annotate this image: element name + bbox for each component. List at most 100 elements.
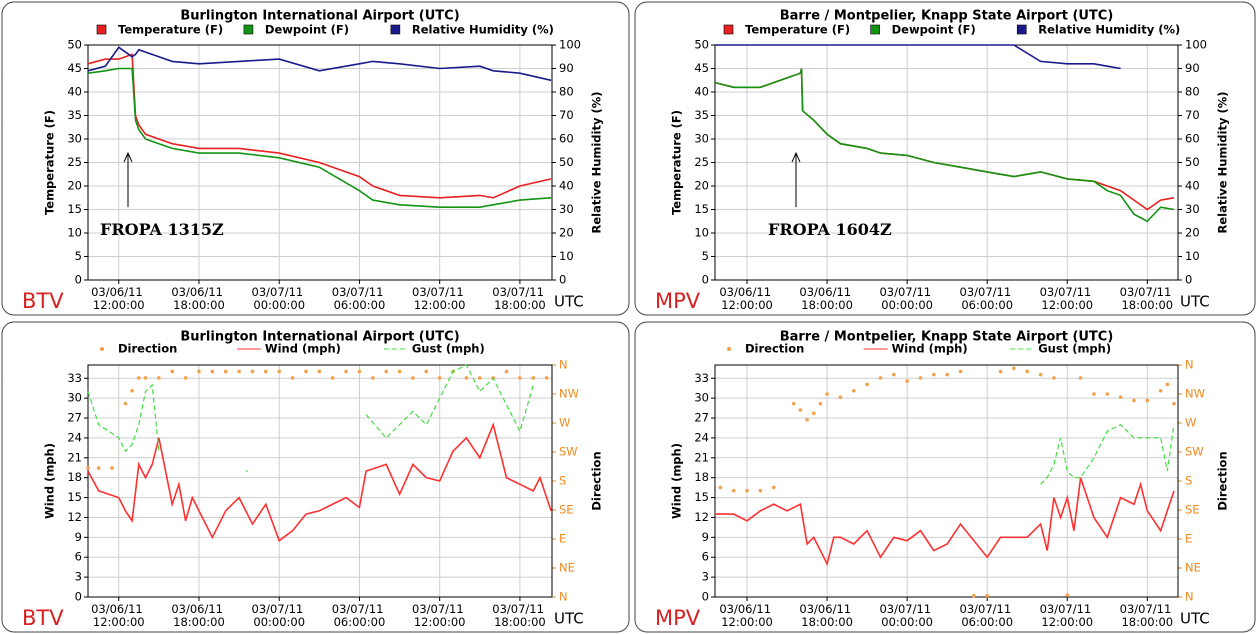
direction-point	[791, 401, 796, 406]
y-tick-label: 45	[67, 61, 82, 75]
direction-point	[998, 369, 1003, 374]
x-tick-label: 03/06/11 12:00:00	[719, 602, 774, 629]
plot-frame	[87, 364, 553, 598]
direction-point	[1052, 376, 1056, 380]
y-tick-label: 6	[702, 550, 709, 564]
direction-point	[371, 376, 375, 380]
y2-tick-label: NE	[1185, 561, 1201, 575]
panel	[634, 321, 1256, 633]
y-tick-label: 21	[694, 450, 709, 464]
direction-point	[805, 417, 809, 422]
direction-point	[985, 593, 989, 598]
plot-frame	[714, 364, 1179, 598]
annotation: FROPA 1315Z	[100, 220, 224, 239]
direction-point	[531, 376, 536, 380]
x-tick-label: 03/07/11 00:00:00	[252, 602, 307, 629]
direction-point	[798, 408, 803, 412]
y-tick-label: 20	[694, 179, 709, 193]
plot-frame	[87, 44, 553, 281]
station-label: BTV	[22, 606, 64, 630]
x-tick-label: 03/07/11 06:00:00	[960, 285, 1015, 312]
y2-axis-label: Direction	[1216, 451, 1230, 510]
y-tick-label: 10	[67, 226, 82, 240]
series-line	[87, 53, 552, 199]
x-tick-label: 03/06/11 18:00:00	[171, 602, 226, 629]
arrow-head	[791, 151, 801, 163]
x-tick-label: 03/07/11 06:00:00	[332, 602, 387, 629]
direction-point	[424, 369, 429, 374]
y-tick-label: 12	[694, 510, 709, 524]
legend-label: Wind (mph)	[892, 342, 968, 356]
direction-point	[277, 369, 282, 374]
legend-swatch	[390, 24, 401, 35]
direction-point	[932, 372, 936, 377]
y2-tick-label: S	[559, 474, 566, 488]
y-tick-label: 9	[75, 530, 82, 544]
direction-point	[96, 466, 101, 470]
direction-point	[745, 488, 749, 493]
panel	[1, 321, 630, 633]
direction-point	[838, 395, 843, 400]
y-tick-label: 25	[67, 155, 82, 169]
y-tick-label: 30	[694, 391, 709, 405]
direction-point	[384, 369, 388, 374]
y-tick-label: 9	[702, 530, 709, 544]
y2-tick-label: 90	[1185, 61, 1200, 75]
chart-title: Burlington International Airport (UTC)	[180, 330, 459, 345]
x-tick-label: 03/07/11 18:00:00	[492, 285, 547, 312]
y2-tick-label: 70	[1185, 108, 1200, 122]
station-label: MPV	[655, 606, 701, 630]
timezone-label: UTC	[554, 610, 584, 628]
legend-swatch	[243, 24, 254, 35]
y2-tick-label: 10	[559, 249, 574, 263]
y2-tick-label: 30	[559, 202, 574, 216]
direction-point	[1118, 395, 1123, 400]
y2-tick-label: NW	[1185, 387, 1205, 401]
y-tick-label: 12	[67, 510, 82, 524]
series-line	[714, 68, 1175, 223]
y2-tick-label: N	[1185, 358, 1194, 372]
y2-tick-label: SE	[1185, 503, 1200, 517]
y-tick-label: 24	[694, 430, 709, 444]
direction-point	[731, 488, 736, 493]
direction-point	[317, 369, 322, 374]
y-tick-label: 45	[694, 61, 709, 75]
direction-point	[344, 369, 348, 374]
legend-label: Dewpoint (F)	[265, 23, 349, 37]
direction-point	[1038, 372, 1043, 377]
direction-point	[437, 376, 442, 380]
legend-label: Relative Humidity (%)	[1038, 23, 1180, 37]
station-label: BTV	[22, 289, 64, 313]
y-axis-label: Temperature (F)	[670, 110, 684, 215]
y-tick-label: 35	[694, 108, 709, 122]
y-tick-label: 18	[67, 470, 82, 484]
y-axis-label: Wind (mph)	[43, 443, 57, 519]
legend-label: Gust (mph)	[1038, 342, 1111, 356]
direction-point	[1078, 376, 1083, 380]
direction-point	[137, 376, 141, 380]
y-tick-label: 21	[67, 450, 82, 464]
legend-label: Dewpoint (F)	[892, 23, 976, 37]
y-tick-label: 25	[694, 155, 709, 169]
x-tick-label: 03/06/11 12:00:00	[719, 285, 774, 312]
y-tick-label: 15	[67, 202, 82, 216]
annotation: FROPA 1604Z	[768, 220, 892, 239]
series-line	[715, 44, 1121, 70]
x-tick-label: 03/07/11 00:00:00	[879, 285, 934, 312]
y2-tick-label: S	[1185, 474, 1192, 488]
direction-point	[264, 369, 268, 374]
timezone-label: UTC	[1180, 293, 1210, 311]
y2-axis-label: Relative Humidity (%)	[1216, 91, 1230, 233]
direction-point	[223, 369, 228, 374]
direction-point	[771, 485, 776, 490]
y2-tick-label: E	[1185, 532, 1192, 546]
x-tick-label: 03/06/11 12:00:00	[91, 602, 146, 629]
direction-point	[357, 369, 362, 374]
y-tick-label: 0	[75, 273, 82, 287]
chart-title: Barre / Montpelier, Knapp State Airport …	[780, 330, 1114, 345]
direction-point	[811, 411, 816, 416]
direction-point	[972, 593, 976, 598]
x-tick-label: 03/06/11 12:00:00	[91, 285, 146, 312]
legend-swatch	[727, 347, 731, 351]
